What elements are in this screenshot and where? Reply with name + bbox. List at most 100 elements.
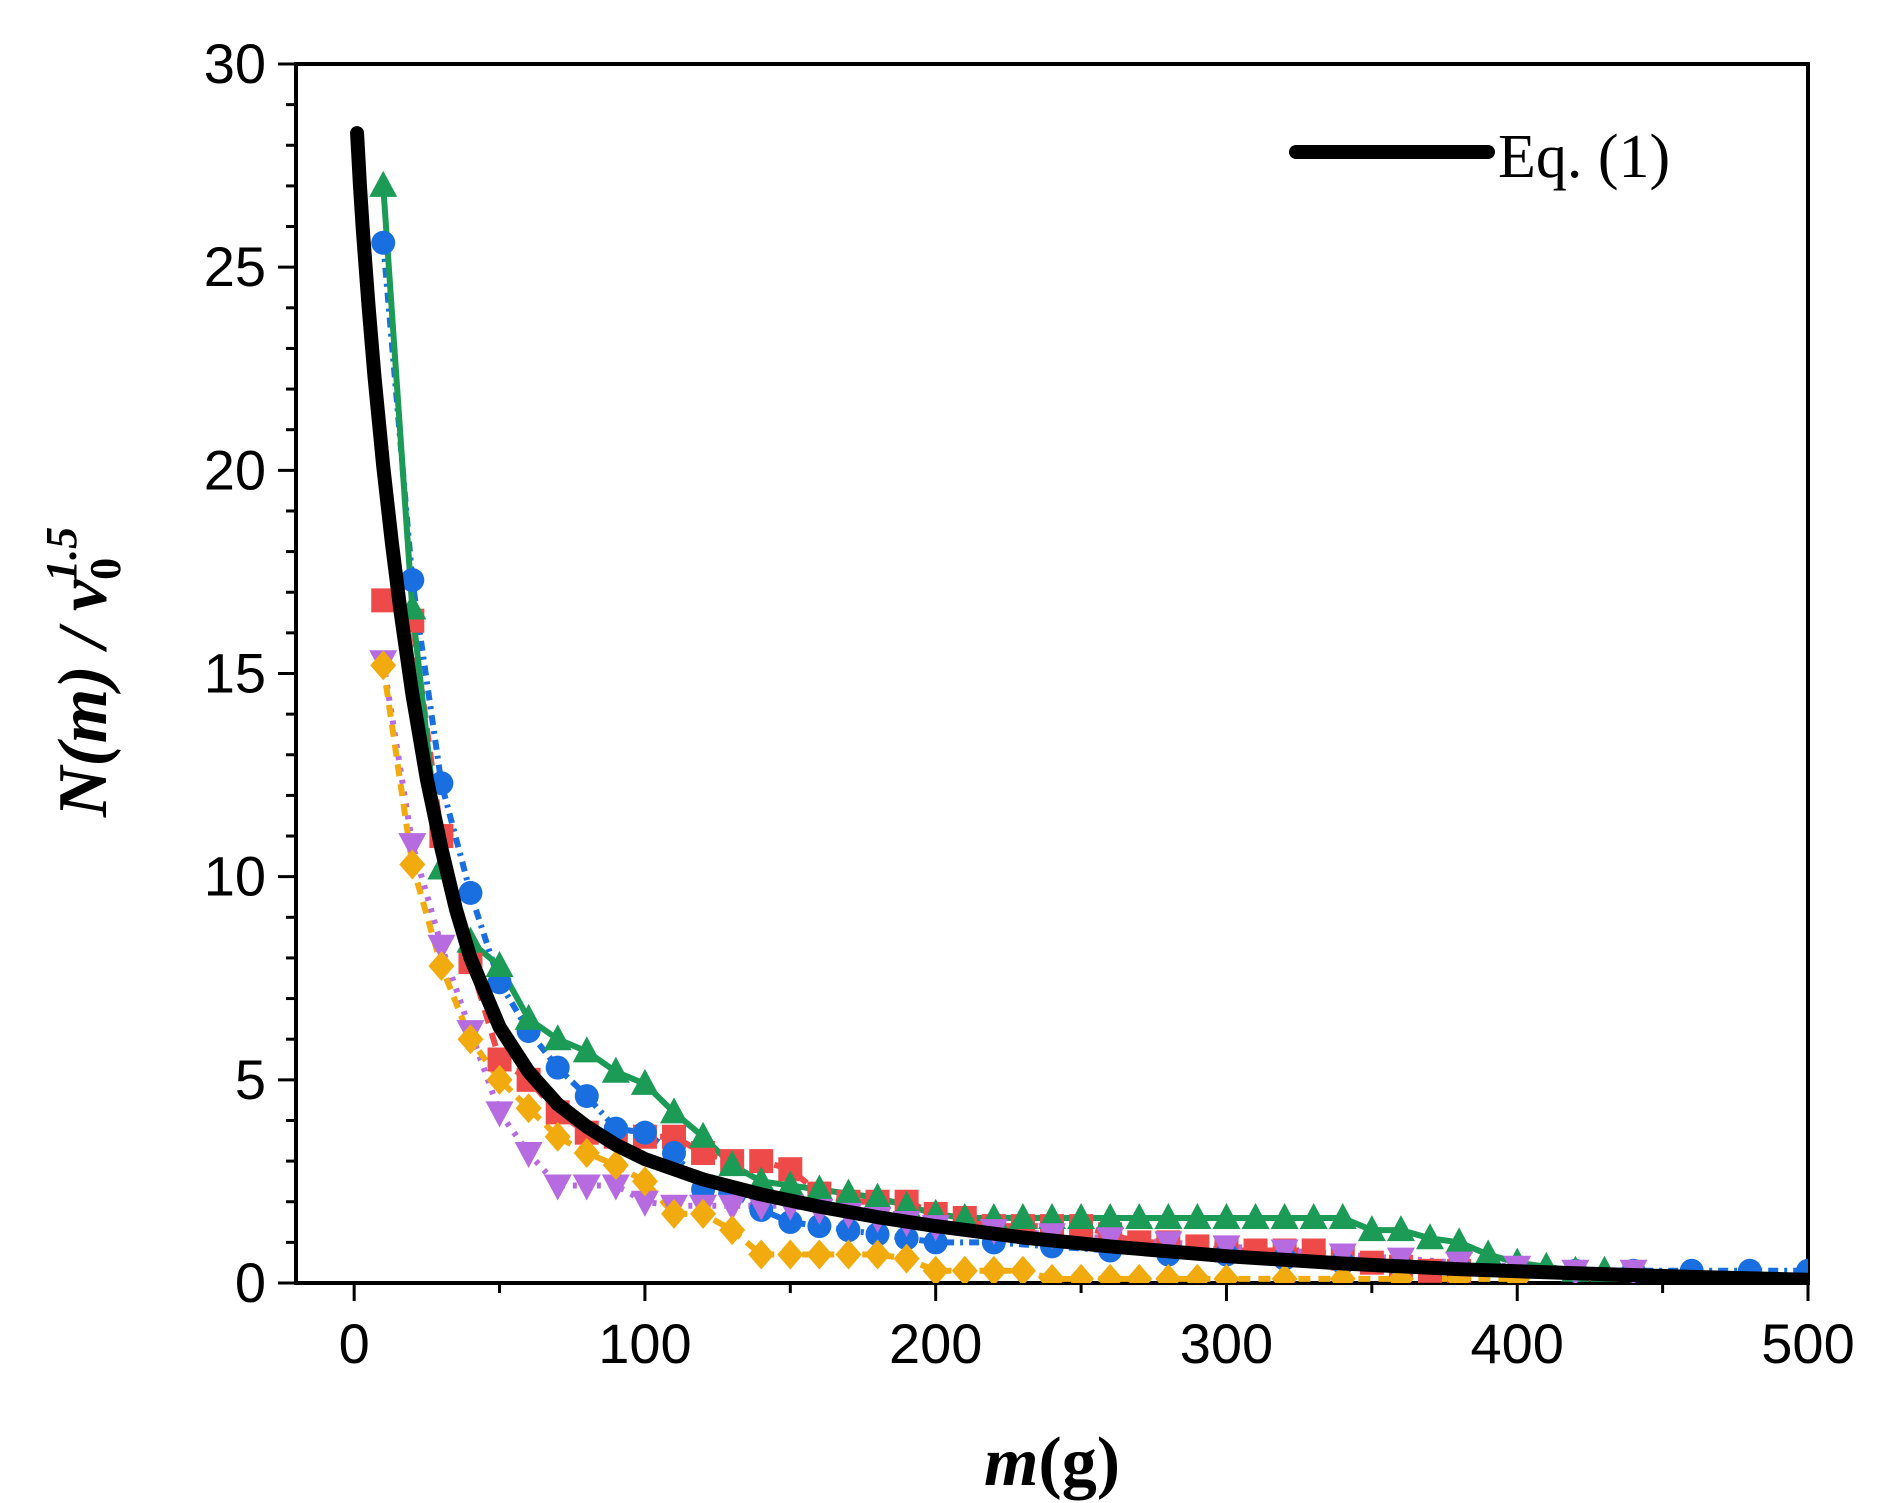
y-tick-label: 10 (204, 845, 266, 908)
series-3-point (1328, 1202, 1357, 1229)
series-3-point (689, 1121, 718, 1148)
x-axis-title-unit: (g) (1038, 1424, 1120, 1501)
series-5-point (573, 1137, 600, 1168)
y-axis-title-m: m (45, 689, 122, 743)
model-layer (350, 126, 1808, 1283)
series-2-point (574, 1084, 599, 1109)
series-4-point (718, 1194, 747, 1221)
series-2-point (371, 230, 396, 255)
series-2-point (632, 1120, 657, 1145)
series-5-point (486, 1064, 513, 1095)
series-3-point (1038, 1202, 1066, 1229)
x-axis-title-var: m (984, 1424, 1038, 1501)
series-5-point (922, 1255, 949, 1283)
x-tick-label: 400 (1471, 1312, 1564, 1375)
series-2-point (836, 1218, 861, 1243)
legend-label-eq1: Eq. (1) (1498, 123, 1670, 191)
y-axis-title-v: v (45, 579, 122, 611)
series-4-point (1212, 1235, 1241, 1262)
series-3-point (1357, 1215, 1386, 1242)
series-3-point (660, 1097, 688, 1124)
series-3-point (1154, 1202, 1183, 1229)
series-5-point (428, 951, 455, 982)
series-4-point (398, 833, 427, 860)
series-4-point (514, 1141, 543, 1168)
x-tick-label: 200 (889, 1312, 982, 1375)
series-2-point (778, 1210, 803, 1235)
series-2-point (807, 1214, 832, 1239)
series-5-point (661, 1198, 687, 1229)
series-3-point (1241, 1202, 1270, 1229)
y-axis-title: N(m) / v01.5 (37, 527, 130, 818)
y-tick-label: 30 (204, 32, 266, 95)
series-5-point (806, 1239, 833, 1270)
series-5-point (370, 650, 397, 681)
series-3-point (805, 1174, 834, 1201)
legend: Eq. (1) (1289, 123, 1670, 191)
x-axis-title: m(g) (984, 1424, 1120, 1501)
series-4-point (1270, 1239, 1299, 1266)
plot-frame (294, 62, 1810, 1285)
series-5-point (1009, 1255, 1036, 1283)
series-5-point (631, 1166, 658, 1197)
series-5-point (515, 1093, 542, 1124)
series-5-point (951, 1255, 978, 1283)
series-2-point (545, 1055, 570, 1080)
eq1-model-curve (350, 126, 1808, 1283)
series-3-point (1125, 1202, 1154, 1229)
series-5-point (835, 1239, 862, 1270)
series-5-point (1039, 1263, 1065, 1283)
series-5-point (602, 1150, 629, 1181)
series-3-point (601, 1056, 630, 1083)
series-5-point (1126, 1263, 1153, 1283)
series-5-point (544, 1121, 571, 1152)
series-4-point (601, 1174, 630, 1201)
series-3-point (776, 1170, 805, 1197)
series-3-point (892, 1190, 921, 1217)
series-4-point (543, 1174, 572, 1201)
series-5-point (893, 1243, 920, 1274)
y-tick-label: 0 (235, 1251, 266, 1314)
series-5-point (690, 1198, 717, 1229)
series-5-point (1155, 1263, 1182, 1283)
series-3-point (485, 951, 514, 978)
series-4-point (485, 1101, 514, 1128)
series-5-point (1097, 1263, 1124, 1283)
series-4-point (572, 1174, 601, 1201)
series-3-point (1416, 1223, 1444, 1250)
y-tick-label: 25 (204, 235, 266, 298)
series-5-point (1213, 1263, 1240, 1283)
series-2-point (865, 1222, 890, 1247)
series-5-point (719, 1215, 746, 1246)
x-tick-label: 0 (339, 1312, 370, 1375)
series-5-point (1184, 1263, 1211, 1283)
series-5-point (748, 1239, 775, 1270)
series-3-point (1445, 1227, 1474, 1254)
series-3-point (1386, 1215, 1415, 1242)
series-5-point (1387, 1263, 1414, 1283)
series-3-point (1183, 1202, 1212, 1229)
series-3-point (1474, 1239, 1503, 1266)
series-3-point (630, 1068, 659, 1095)
series-3-point (1212, 1202, 1241, 1229)
series-5-point (399, 849, 426, 880)
series-5-point (777, 1239, 804, 1270)
svg-text:N(m) / v01.5: N(m) / v01.5 (37, 527, 130, 818)
series-3-point (1096, 1202, 1125, 1229)
series-2-point (662, 1140, 686, 1165)
series-5-point (1271, 1263, 1298, 1283)
series-2-point (923, 1230, 948, 1255)
svg-text:m(g): m(g) (984, 1424, 1120, 1501)
x-tick-label: 300 (1180, 1312, 1273, 1375)
series-4-point (630, 1190, 659, 1217)
series-5-point (1068, 1263, 1095, 1283)
series-2-point (400, 568, 425, 593)
series-5-point (864, 1239, 891, 1270)
y-axis-title-sub: 0 (81, 558, 130, 580)
axis-ticks: 0 100 200 300 400 500 0 5 10 15 20 25 30 (204, 32, 1855, 1375)
x-tick-label: 500 (1761, 1312, 1854, 1375)
y-tick-label: 20 (204, 438, 266, 501)
series-3-point (834, 1178, 863, 1205)
series-3-point (514, 1003, 543, 1030)
